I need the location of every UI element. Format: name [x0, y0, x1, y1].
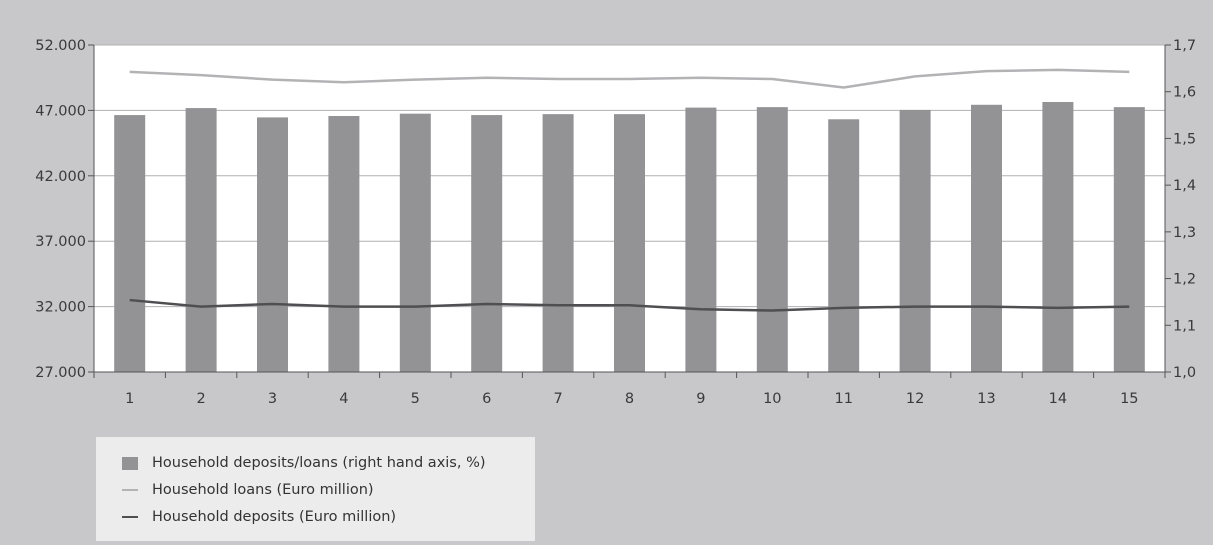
x-axis-tick-label: 12 — [906, 391, 924, 407]
legend-swatch-line — [122, 489, 138, 491]
x-axis-tick-label: 13 — [977, 391, 995, 407]
bar — [971, 104, 1002, 373]
bar — [185, 108, 217, 373]
legend-item-household-deposits: Household deposits (Euro million) — [122, 506, 396, 528]
bar — [542, 114, 574, 372]
right-axis-tick-label: 1,3 — [1173, 225, 1196, 241]
bar — [899, 109, 931, 372]
x-axis-tick-label: 4 — [339, 391, 348, 407]
right-axis-tick-label: 1,4 — [1173, 178, 1196, 194]
x-axis-tick-label: 2 — [196, 391, 205, 407]
x-axis-tick-label: 11 — [834, 391, 852, 407]
legend: Household deposits/loans (right hand axi… — [96, 437, 535, 541]
bar — [614, 114, 645, 372]
bar — [257, 117, 288, 373]
left-axis-tick-label: 42.000 — [35, 169, 86, 185]
bar-series — [114, 101, 1145, 373]
right-axis-tick-label: 1,0 — [1173, 365, 1196, 381]
bar — [399, 113, 431, 373]
x-axis-tick-label: 3 — [268, 391, 277, 407]
legend-label: Household loans (Euro million) — [152, 482, 374, 498]
legend-swatch-line — [122, 516, 138, 518]
bar — [756, 107, 788, 372]
x-axis-tick-label: 5 — [411, 391, 420, 407]
legend-item-household-loans: Household loans (Euro million) — [122, 479, 374, 501]
x-axis-tick-label: 7 — [553, 391, 562, 407]
left-axis-tick-label: 27.000 — [35, 365, 86, 381]
right-axis-tick-label: 1,5 — [1173, 131, 1196, 147]
legend-swatch-bar — [122, 456, 138, 470]
x-axis-tick-label: 10 — [763, 391, 781, 407]
bar — [1113, 107, 1145, 372]
right-axis-tick-label: 1,2 — [1173, 272, 1196, 288]
legend-label: Household deposits/loans (right hand axi… — [152, 455, 486, 471]
legend-item-deposits-loans-ratio: Household deposits/loans (right hand axi… — [122, 452, 486, 474]
bar — [685, 107, 717, 373]
x-axis-tick-label: 6 — [482, 391, 491, 407]
axes: 27.000 32.000 37.000 42.000 47.000 52.000 1,0 1… — [35, 38, 1196, 407]
legend-label: Household deposits (Euro million) — [152, 509, 397, 525]
x-axis-tick-label: 15 — [1120, 391, 1138, 407]
left-axis-tick-label: 32.000 — [35, 300, 86, 316]
left-axis-tick-label: 52.000 — [35, 38, 86, 54]
left-axis-tick-label: 37.000 — [35, 234, 86, 250]
x-axis-tick-label: 14 — [1049, 391, 1067, 407]
right-axis-tick-label: 1,6 — [1173, 85, 1196, 101]
right-axis-tick-label: 1,1 — [1173, 318, 1196, 334]
x-axis-tick-label: 1 — [125, 391, 134, 407]
x-axis-tick-label: 9 — [696, 391, 705, 407]
x-axis-tick-label: 8 — [625, 391, 634, 407]
bar — [471, 115, 503, 373]
line-series — [129, 68, 1130, 312]
right-axis-tick-label: 1,7 — [1173, 38, 1196, 54]
household-deposits-line — [129, 298, 1130, 312]
household-loans-line — [129, 68, 1130, 89]
bar — [828, 119, 860, 372]
bar — [1042, 101, 1074, 373]
bar — [328, 116, 360, 373]
left-axis-tick-label: 47.000 — [35, 103, 86, 119]
bar — [114, 115, 146, 373]
